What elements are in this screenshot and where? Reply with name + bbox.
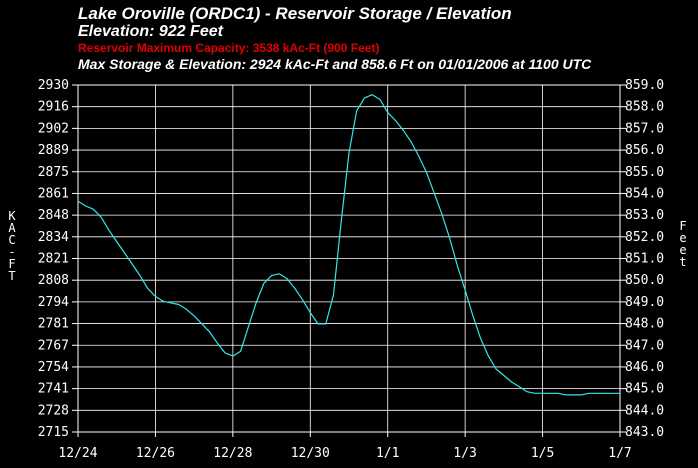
x-axis: 12/24 12/26 12/28 12/30 1/1 1/3 1/5 1/7 [58, 432, 632, 461]
axis-label-char: F [8, 257, 15, 271]
storage-line-series-0 [77, 94, 620, 396]
y2-tick-label: 849.0 [625, 295, 664, 310]
y-tick-label: 2728 [38, 403, 69, 418]
axis-label-char: C [8, 233, 15, 247]
y-tick-label: 2767 [38, 338, 69, 353]
y-tick-label: 2741 [38, 382, 69, 397]
y2-tick-label: 845.0 [625, 382, 664, 397]
y-axis-left: 2930 2916 2902 2889 2875 2861 2848 2834 2821 2808… [38, 78, 78, 440]
series-group [77, 94, 620, 396]
y-tick-label: 2848 [38, 208, 69, 223]
x-tick-label: 12/30 [291, 446, 330, 461]
y-tick-label: 2715 [38, 425, 69, 440]
elevation-text: Elevation: 922 Feet [78, 23, 224, 40]
y-tick-label: 2808 [38, 273, 69, 288]
max-capacity-text: Reservoir Maximum Capacity: 3538 kAc-Ft … [78, 41, 379, 55]
y2-tick-label: 857.0 [625, 121, 664, 136]
y2-tick-label: 853.0 [625, 208, 664, 223]
y2-tick-label: 858.0 [625, 100, 664, 115]
y-tick-label: 2861 [38, 186, 69, 201]
axis-label-char: e [679, 231, 686, 245]
y-tick-label: 2781 [38, 317, 69, 332]
y-tick-label: 2902 [38, 121, 69, 136]
axis-label-char: T [8, 269, 15, 283]
y2-tick-label: 856.0 [625, 143, 664, 158]
x-tick-label: 12/24 [58, 446, 97, 461]
x-tick-label: 1/3 [453, 446, 476, 461]
x-tick-label: 1/7 [608, 446, 631, 461]
x-tick-label: 12/28 [213, 446, 252, 461]
axis-label-char: K [8, 209, 16, 223]
y-axis-label-right: Feet [679, 219, 686, 269]
y-tick-label: 2821 [38, 252, 69, 267]
y-tick-label: 2834 [38, 230, 69, 245]
y2-tick-label: 855.0 [625, 165, 664, 180]
y2-tick-label: 847.0 [625, 338, 664, 353]
y2-tick-label: 844.0 [625, 403, 664, 418]
y-tick-label: 2930 [38, 78, 69, 93]
y-tick-label: 2889 [38, 143, 69, 158]
max-storage-text: Max Storage & Elevation: 2924 kAc-Ft and… [78, 56, 592, 72]
axis-label-char: e [679, 243, 686, 257]
y2-tick-label: 859.0 [625, 78, 664, 93]
y2-tick-label: 850.0 [625, 273, 664, 288]
y-axis-label-left: KAC-FT [8, 209, 16, 283]
axis-label-char: t [679, 255, 686, 269]
y2-tick-label: 843.0 [625, 425, 664, 440]
y2-tick-label: 854.0 [625, 186, 664, 201]
y-tick-label: 2916 [38, 100, 69, 115]
x-tick-label: 1/1 [376, 446, 399, 461]
axis-label-char: A [8, 221, 16, 235]
y2-tick-label: 851.0 [625, 252, 664, 267]
y2-tick-label: 852.0 [625, 230, 664, 245]
y-tick-label: 2794 [38, 295, 69, 310]
y-axis-right: 859.0 858.0 857.0 856.0 855.0 854.0 853.0 852.0… [620, 78, 664, 440]
y2-tick-label: 846.0 [625, 360, 664, 375]
y-tick-label: 2754 [38, 360, 69, 375]
y2-tick-label: 848.0 [625, 317, 664, 332]
x-tick-label: 12/26 [136, 446, 175, 461]
chart-title: Lake Oroville (ORDC1) - Reservoir Storag… [78, 4, 512, 23]
y-tick-label: 2875 [38, 165, 69, 180]
axis-label-char: - [8, 245, 15, 259]
grid-lines [78, 85, 620, 432]
x-tick-label: 1/5 [531, 446, 554, 461]
axis-label-char: F [679, 219, 686, 233]
